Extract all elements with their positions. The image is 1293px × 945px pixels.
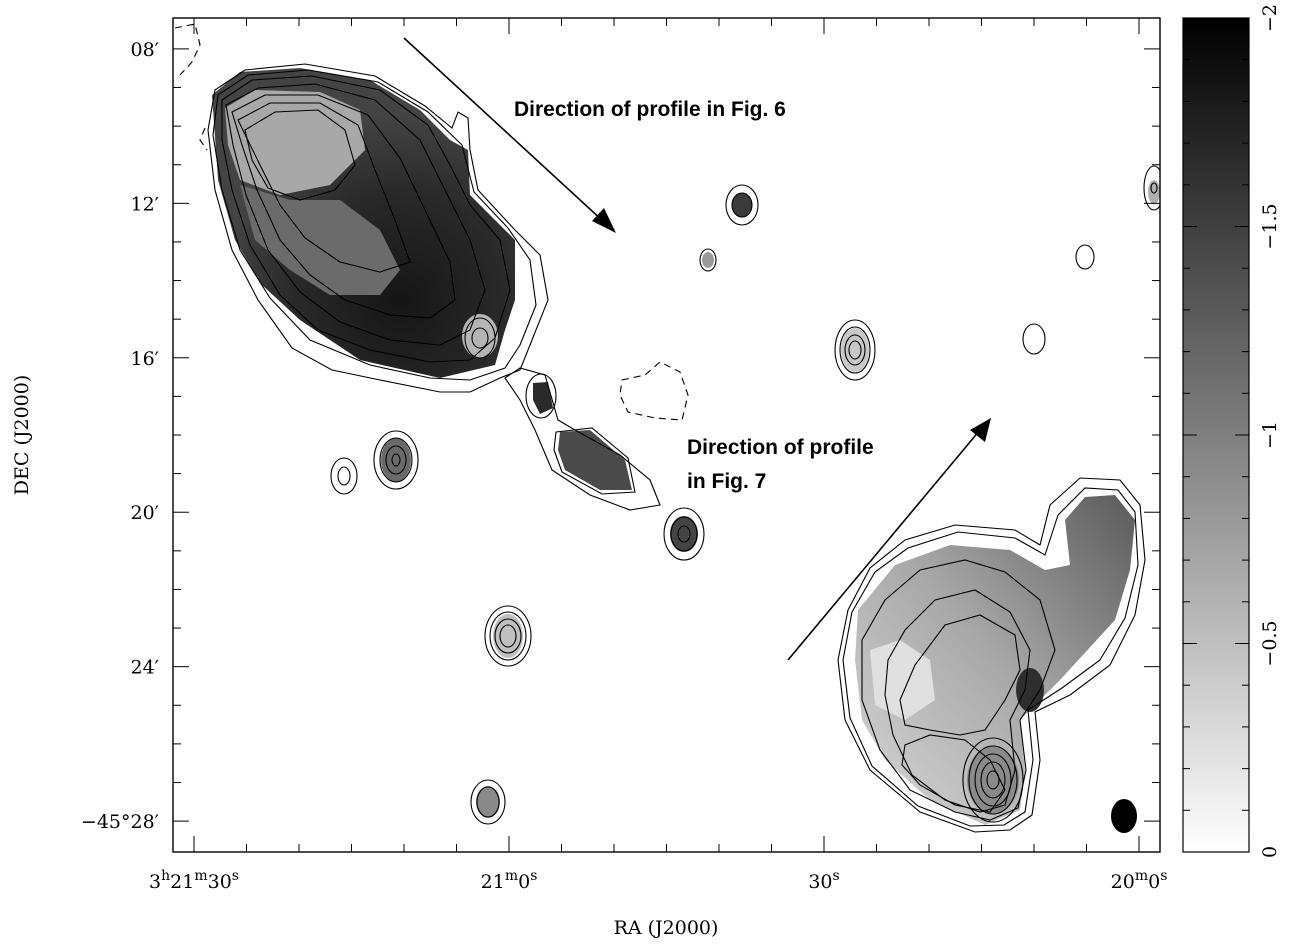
y-tick-labels: 08′ 12′ 16′ 20′ 24′ −45°28′ (81, 39, 159, 833)
colorbar-labels: −2 −1.5 −1 −0.5 0 (1259, 4, 1281, 858)
beam-ellipse (1111, 799, 1137, 833)
arrow-fig6-line (403, 37, 605, 223)
jet-knot-1 (533, 382, 553, 414)
x-tick-label: 30s (808, 868, 839, 893)
y-tick-label: 20′ (131, 502, 160, 524)
colorbar: −2 −1.5 −1 −0.5 0 (1182, 4, 1281, 858)
arrow-fig7-head (970, 418, 991, 442)
colorbar-tick-label: −1.5 (1259, 203, 1281, 249)
y-tick-label: 16′ (131, 348, 160, 370)
annotation-arrows (403, 37, 991, 661)
greyscale-image (212, 68, 1160, 825)
colorbar-tick-label: −1 (1259, 421, 1281, 449)
y-tick-label: 12′ (131, 193, 160, 215)
x-tick-label: 20m0s (1111, 868, 1168, 893)
x-tick-label: 3h21m30s (149, 868, 239, 893)
colorbar-ticks (1183, 17, 1249, 853)
y-tick-label: 08′ (131, 39, 160, 61)
jet-knot-2 (558, 430, 632, 490)
annotation-fig7-line2: in Fig. 7 (687, 470, 766, 493)
axis-ticks (173, 18, 1160, 852)
annotation-fig6: Direction of profile in Fig. 6 (514, 98, 786, 121)
arrow-fig6-head (592, 208, 616, 233)
colorbar-tick-label: 0 (1259, 846, 1281, 858)
contours (174, 23, 1160, 833)
y-tick-label: 24′ (131, 657, 160, 679)
x-tick-labels: 3h21m30s21m0s30s20m0s30s (149, 868, 1168, 893)
annotation-fig7-line1: Direction of profile (687, 436, 874, 459)
y-tick-label: −45°28′ (81, 811, 159, 833)
arrow-fig7-line (787, 429, 981, 661)
y-axis-label: DEC (J2000) (11, 375, 33, 495)
x-axis-label: RA (J2000) (614, 917, 719, 939)
south-lobe-fill (855, 495, 1135, 825)
colorbar-tick-label: −0.5 (1259, 620, 1281, 666)
colorbar-tick-label: −2 (1259, 4, 1281, 32)
north-lobe-light (225, 90, 365, 195)
x-tick-label: 21m0s (481, 868, 538, 893)
